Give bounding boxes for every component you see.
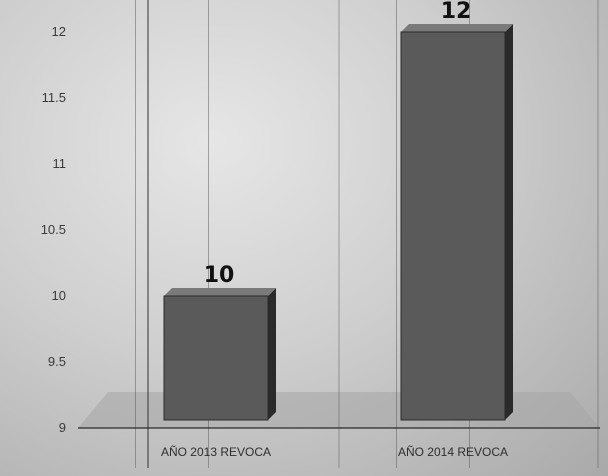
y-tick-label: 10.5 <box>41 222 66 237</box>
bar <box>400 31 506 421</box>
bar-top <box>164 288 276 296</box>
bar-side <box>505 24 513 420</box>
y-tick-label: 11.5 <box>42 90 66 105</box>
x-category-label: AÑO 2013 REVOCA <box>161 445 271 459</box>
y-tick-label: 11 <box>53 156 67 171</box>
data-label: 12 <box>441 0 472 24</box>
y-tick-label: 10 <box>52 288 66 303</box>
x-category-label: AÑO 2014 REVOCA <box>398 445 508 459</box>
y-tick-label: 12 <box>52 24 66 39</box>
y-tick-label: 9 <box>59 420 66 435</box>
bar-top <box>401 24 513 32</box>
bar <box>163 295 269 421</box>
y-tick-label: 9.5 <box>48 354 66 369</box>
data-label: 10 <box>204 263 235 288</box>
bar-side <box>268 288 276 420</box>
